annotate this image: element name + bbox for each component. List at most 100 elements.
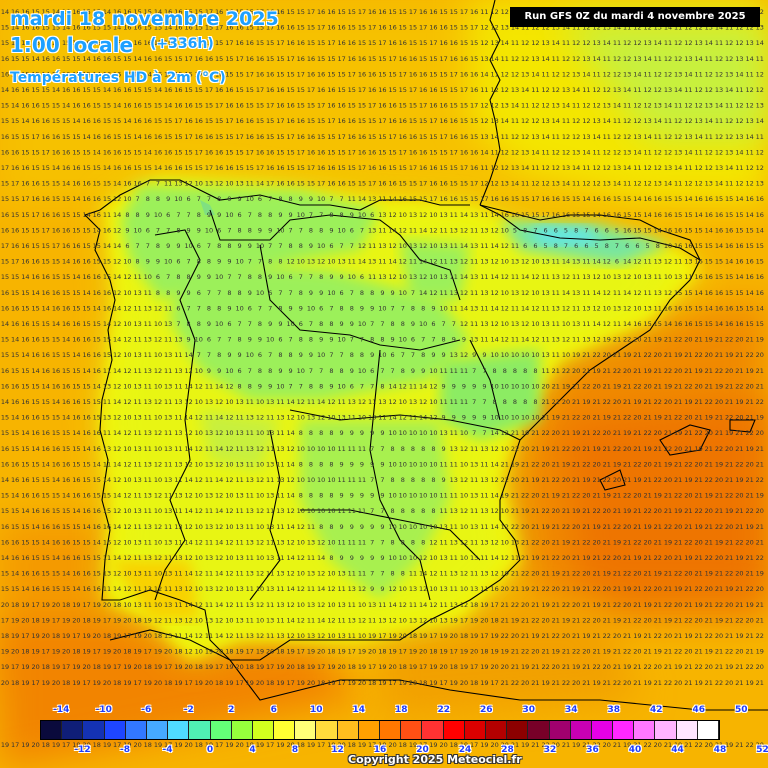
temperature-value: 15 bbox=[450, 86, 458, 94]
temperature-value: 17 bbox=[266, 24, 274, 32]
temperature-value: 9 bbox=[421, 367, 425, 375]
temperature-value: 15 bbox=[715, 273, 723, 281]
temperature-value: 17 bbox=[215, 102, 223, 110]
temperature-value: 8 bbox=[533, 367, 537, 375]
temperature-value: 20 bbox=[684, 336, 692, 344]
temperature-value: 9 bbox=[227, 258, 231, 266]
temperature-value: 8 bbox=[574, 226, 578, 234]
temperature-value: 21 bbox=[694, 398, 702, 406]
temperature-value: 13 bbox=[246, 507, 254, 515]
temperature-value: 12 bbox=[694, 86, 702, 94]
temperature-value: 8 bbox=[156, 289, 160, 297]
temperature-value: 10 bbox=[429, 273, 437, 281]
temperature-value: 16 bbox=[470, 86, 478, 94]
temperature-value: 19 bbox=[82, 632, 90, 640]
temperature-value: 20 bbox=[633, 336, 641, 344]
temperature-value: 10 bbox=[327, 414, 335, 422]
temperature-value: 22 bbox=[531, 460, 539, 468]
temperature-value: 9 bbox=[299, 351, 303, 359]
temperature-value: 17 bbox=[429, 117, 437, 125]
temperature-value: 21 bbox=[582, 679, 590, 687]
temperature-value: 12 bbox=[215, 460, 223, 468]
temperature-value: 16 bbox=[307, 148, 315, 156]
temperature-value: 21 bbox=[562, 570, 570, 578]
temperature-value: 10 bbox=[195, 585, 203, 593]
temperature-value: 13 bbox=[133, 414, 141, 422]
temperature-value: 13 bbox=[235, 585, 243, 593]
temperature-value: 9 bbox=[350, 554, 354, 562]
temperature-value: 12 bbox=[113, 570, 121, 578]
temperature-value: 12 bbox=[511, 70, 519, 78]
temperature-value: 15 bbox=[460, 24, 468, 32]
temperature-value: 10 bbox=[327, 632, 335, 640]
color-scale-legend bbox=[40, 720, 720, 740]
temperature-value: 13 bbox=[133, 476, 141, 484]
temperature-value: 19 bbox=[52, 663, 60, 671]
temperature-value: 21 bbox=[562, 663, 570, 671]
temperature-value: 16 bbox=[358, 148, 366, 156]
temperature-value: 7 bbox=[166, 273, 170, 281]
temperature-value: 21 bbox=[531, 679, 539, 687]
temperature-value: 19 bbox=[603, 414, 611, 422]
temperature-value: 13 bbox=[450, 351, 458, 359]
temperature-value: 19 bbox=[31, 632, 39, 640]
temperature-value: 22 bbox=[643, 663, 651, 671]
temperature-value: 18 bbox=[31, 616, 39, 624]
temperature-value: 13 bbox=[409, 616, 417, 624]
temperature-value: 21 bbox=[623, 476, 631, 484]
temperature-value: 12 bbox=[225, 632, 233, 640]
temperature-value: 21 bbox=[613, 492, 621, 500]
temperature-value: 21 bbox=[582, 429, 590, 437]
temperature-value: 9 bbox=[289, 304, 293, 312]
temperature-value: 18 bbox=[266, 679, 274, 687]
temperature-value: 16 bbox=[358, 55, 366, 63]
temperature-value: 21 bbox=[664, 336, 672, 344]
temperature-value: 16 bbox=[31, 492, 39, 500]
temperature-value: 17 bbox=[256, 164, 264, 172]
temperature-value: 17 bbox=[460, 616, 468, 624]
temperature-value: 19 bbox=[725, 585, 733, 593]
temperature-value: 11 bbox=[235, 476, 243, 484]
legend-label-top: 42 bbox=[649, 705, 663, 715]
temperature-value: 16 bbox=[21, 320, 29, 328]
temperature-value: 12 bbox=[541, 86, 549, 94]
temperature-value: 16 bbox=[195, 39, 203, 47]
temperature-value: 15 bbox=[31, 304, 39, 312]
temperature-value: 7 bbox=[370, 320, 374, 328]
temperature-value: 18 bbox=[378, 648, 386, 656]
temperature-value: 19 bbox=[429, 663, 437, 671]
temperature-value: 7 bbox=[360, 336, 364, 344]
temperature-value: 16 bbox=[133, 39, 141, 47]
temperature-value: 14 bbox=[164, 102, 172, 110]
temperature-value: 15 bbox=[42, 242, 50, 250]
temperature-value: 17 bbox=[388, 133, 396, 141]
temperature-value: 20 bbox=[756, 663, 764, 671]
temperature-value: 18 bbox=[62, 601, 70, 609]
temperature-value: 13 bbox=[633, 55, 641, 63]
temperature-value: 16 bbox=[613, 211, 621, 219]
temperature-value: 15 bbox=[1, 336, 9, 344]
temperature-value: 22 bbox=[694, 351, 702, 359]
temperature-value: 9 bbox=[380, 492, 384, 500]
temperature-value: 11 bbox=[552, 320, 560, 328]
temperature-value: 10 bbox=[123, 414, 131, 422]
temperature-value: 20 bbox=[643, 460, 651, 468]
temperature-value: 15 bbox=[664, 195, 672, 203]
temperature-value: 16 bbox=[144, 117, 152, 125]
forecast-time: 1:00 locale bbox=[10, 33, 134, 57]
temperature-value: 16 bbox=[1, 523, 9, 531]
temperature-value: 20 bbox=[52, 679, 60, 687]
temperature-value: 17 bbox=[174, 117, 182, 125]
temperature-value: 20 bbox=[154, 679, 162, 687]
temperature-value: 7 bbox=[136, 195, 140, 203]
temperature-value: 15 bbox=[103, 195, 111, 203]
temperature-value: 12 bbox=[215, 492, 223, 500]
temperature-value: 11 bbox=[705, 133, 713, 141]
temperature-value: 12 bbox=[184, 367, 192, 375]
temperature-value: 16 bbox=[42, 133, 50, 141]
temperature-value: 17 bbox=[327, 117, 335, 125]
temperature-value: 16 bbox=[235, 117, 243, 125]
temperature-value: 9 bbox=[452, 414, 456, 422]
temperature-value: 9 bbox=[350, 460, 354, 468]
temperature-value: 14 bbox=[52, 8, 60, 16]
